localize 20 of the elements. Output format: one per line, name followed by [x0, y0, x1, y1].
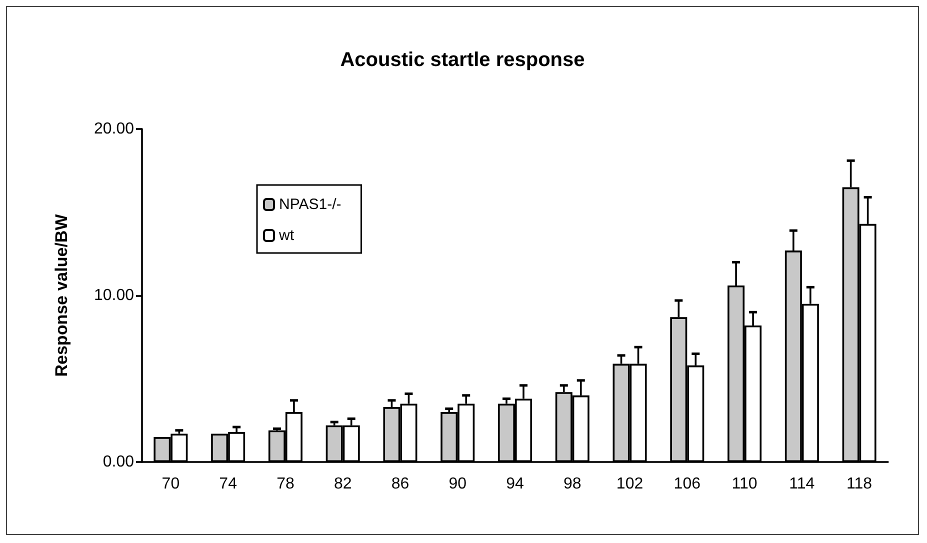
x-tick-label: 70: [162, 476, 180, 492]
legend-label: wt: [278, 227, 295, 244]
y-tick-label: 0.00: [102, 454, 134, 470]
y-tick-label: 20.00: [94, 120, 134, 138]
x-tick-label: 98: [563, 476, 582, 492]
chart-title: Acoustic startle response: [340, 49, 585, 71]
x-tick-label: 94: [506, 476, 524, 492]
legend-label: NPAS1-/-: [279, 196, 342, 213]
x-tick-label: 106: [674, 476, 701, 492]
x-tick-label: 114: [789, 476, 815, 492]
x-tick-label: 74: [219, 476, 238, 492]
y-tick-label: 10.00: [94, 287, 134, 304]
x-tick-label: 78: [276, 476, 294, 492]
x-tick-label: 118: [846, 476, 872, 492]
x-tick-label: 90: [448, 476, 467, 492]
x-tick-label: 110: [732, 476, 758, 492]
y-axis-title: Response value/BW: [52, 213, 71, 377]
x-tick-label: 102: [616, 476, 644, 492]
x-tick-label: 86: [391, 476, 410, 492]
x-tick-label: 82: [334, 476, 352, 492]
